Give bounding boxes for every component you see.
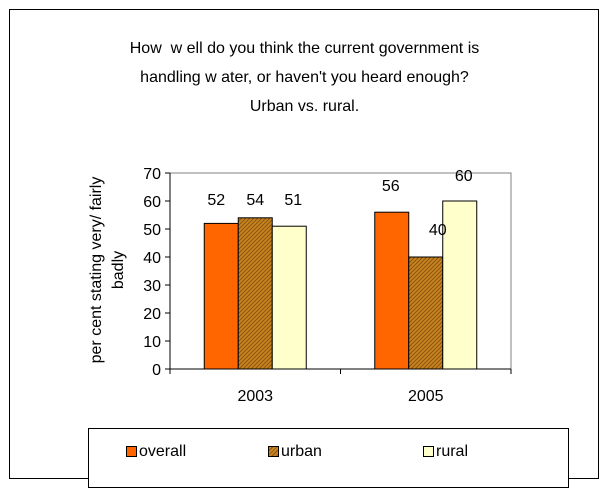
y-axis-label-line-2: badly xyxy=(110,251,127,289)
chart-title: How w ell do you think the current gover… xyxy=(0,34,609,121)
bar-rural-2003 xyxy=(271,225,307,370)
data-label-urban-2003: 54 xyxy=(246,192,264,209)
legend-swatch-overall xyxy=(126,446,137,457)
bar-overall-2003 xyxy=(203,222,239,370)
data-label-overall-2003: 52 xyxy=(207,192,225,209)
data-labels: 52 54 51 56 40 60 xyxy=(207,168,472,239)
legend-swatch-urban xyxy=(268,446,279,457)
data-label-rural-2003: 51 xyxy=(284,192,302,209)
bar-urban-2005 xyxy=(408,256,444,370)
chart-title-line-2: handling w ater, or haven't you heard en… xyxy=(140,69,469,86)
bar-urban-2003 xyxy=(237,217,273,370)
chart-title-line-1: How w ell do you think the current gover… xyxy=(129,40,480,57)
legend-label-overall: overall xyxy=(139,443,187,460)
y-axis-label-line-1: per cent stating very/ fairly xyxy=(88,177,105,364)
bar-overall-2005 xyxy=(374,211,410,370)
chart-title-line-3: Urban vs. rural. xyxy=(249,98,360,115)
bars xyxy=(203,200,478,370)
legend-label-urban: urban xyxy=(281,443,322,460)
y-tick-label: 70 xyxy=(143,166,161,183)
y-tick-label: 50 xyxy=(143,222,161,239)
legend-label-rural: rural xyxy=(436,443,469,460)
y-tick-label: 60 xyxy=(143,194,161,211)
legend: overall urban rural xyxy=(88,428,569,488)
y-axis-ticks: 0 10 20 30 40 50 60 70 xyxy=(143,166,170,379)
bar-chart: 0 10 20 30 40 50 60 70 2003 2005 52 54 51 56 40 60 pe… xyxy=(88,166,512,405)
y-tick-label: 40 xyxy=(143,250,161,267)
legend-swatch-rural xyxy=(423,446,434,457)
y-tick-label: 0 xyxy=(152,362,161,379)
x-tick-label: 2003 xyxy=(237,388,273,405)
bar-rural-2005 xyxy=(442,200,478,370)
data-label-overall-2005: 56 xyxy=(382,178,400,195)
data-label-rural-2005: 60 xyxy=(455,168,473,185)
y-tick-label: 20 xyxy=(143,306,161,323)
y-tick-label: 30 xyxy=(143,278,161,295)
x-tick-label: 2005 xyxy=(408,388,444,405)
y-tick-label: 10 xyxy=(143,334,161,351)
x-axis-ticks: 2003 2005 xyxy=(169,369,512,405)
data-label-urban-2005: 40 xyxy=(429,222,447,239)
